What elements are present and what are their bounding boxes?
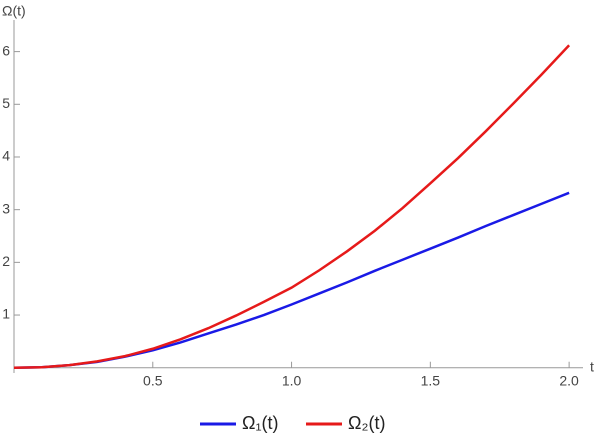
legend-label: Ω₁(t) — [242, 413, 279, 433]
y-tick-label: 3 — [2, 200, 10, 216]
y-tick-label: 5 — [2, 95, 10, 111]
legend-label: Ω₂(t) — [348, 413, 385, 433]
y-tick-label: 2 — [2, 253, 10, 269]
y-tick-label: 4 — [2, 148, 10, 164]
series-line — [13, 44, 571, 369]
x-tick-label: 0.5 — [143, 372, 163, 388]
x-tick-label: 1.5 — [421, 372, 441, 388]
x-tick-label: 1.0 — [282, 372, 302, 388]
x-tick-label: 2.0 — [559, 372, 579, 388]
y-tick-label: 6 — [2, 42, 10, 58]
series-line — [13, 191, 570, 369]
x-axis-label: t — [590, 359, 594, 375]
y-tick-label: 1 — [2, 306, 10, 322]
y-axis-label: Ω(t) — [2, 3, 26, 19]
